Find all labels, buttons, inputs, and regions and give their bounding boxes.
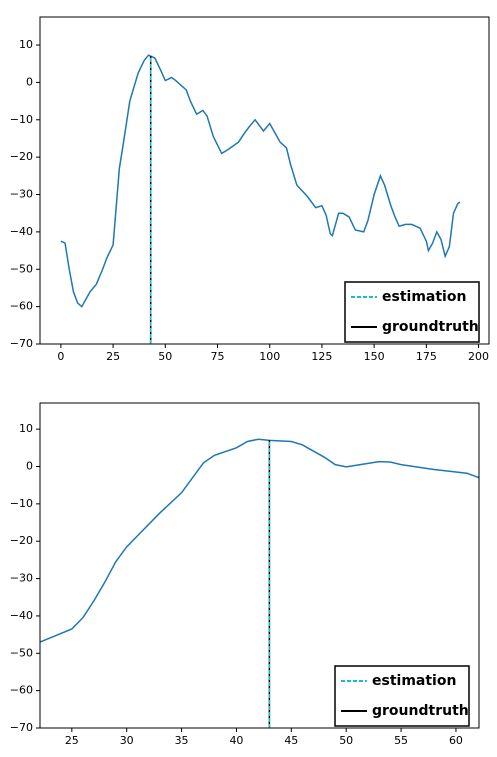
y-tick-label: −10 xyxy=(10,113,33,126)
y-tick-label: 10 xyxy=(19,422,33,435)
x-tick-label: 60 xyxy=(449,734,463,747)
x-tick-label: 25 xyxy=(106,350,120,363)
y-tick-label: −10 xyxy=(10,497,33,510)
chart: 0 25 50 75 100 125 150 175 200−70−60−50−40−30−20… xyxy=(10,16,490,363)
x-tick-label: 30 xyxy=(120,734,134,747)
y-tick-label: −50 xyxy=(10,262,33,275)
y-tick-label: −60 xyxy=(10,300,33,313)
legend-box xyxy=(344,281,480,343)
legend-box xyxy=(334,665,470,727)
x-tick-label: 125 xyxy=(311,350,332,363)
legend-label: estimation xyxy=(382,289,466,305)
y-tick-label: −20 xyxy=(10,150,33,163)
x-tick-label: 40 xyxy=(229,734,243,747)
y-tick-label: 0 xyxy=(26,75,33,88)
y-tick-label: −30 xyxy=(10,188,33,201)
x-tick-label: 100 xyxy=(259,350,280,363)
x-tick-label: 45 xyxy=(284,734,298,747)
y-tick-label: −30 xyxy=(10,572,33,585)
x-tick-label: 55 xyxy=(394,734,408,747)
x-tick-label: 175 xyxy=(416,350,437,363)
y-tick-label: −40 xyxy=(10,225,33,238)
x-tick-label: 150 xyxy=(364,350,385,363)
legend-label: groundtruth xyxy=(372,703,469,719)
legend-label: estimation xyxy=(372,673,456,689)
x-tick-label: 200 xyxy=(468,350,489,363)
line xyxy=(40,438,479,643)
x-tick-label: 25 xyxy=(65,734,79,747)
legend-label: groundtruth xyxy=(382,319,479,335)
y-tick-label: −50 xyxy=(10,646,33,659)
x-tick-label: 50 xyxy=(158,350,172,363)
axes-frame xyxy=(39,16,490,345)
axes-frame xyxy=(39,402,480,729)
y-tick-label: −20 xyxy=(10,534,33,547)
line xyxy=(60,54,461,308)
x-tick-label: 75 xyxy=(211,350,225,363)
y-tick-label: −40 xyxy=(10,609,33,622)
x-tick-label: 35 xyxy=(175,734,189,747)
x-tick-label: 0 xyxy=(57,350,64,363)
chart: 25 30 35 40 45 50 55 60 −70 −60 −50 −40 −30 −20 −10 0 10… xyxy=(10,402,480,747)
x-tick-label: 50 xyxy=(339,734,353,747)
y-tick-label: 10 xyxy=(19,38,33,51)
y-tick-label: 0 xyxy=(26,460,33,473)
y-tick-label: −70 xyxy=(10,337,33,350)
y-tick-label: −70 xyxy=(10,721,33,734)
y-tick-label: −60 xyxy=(10,684,33,697)
